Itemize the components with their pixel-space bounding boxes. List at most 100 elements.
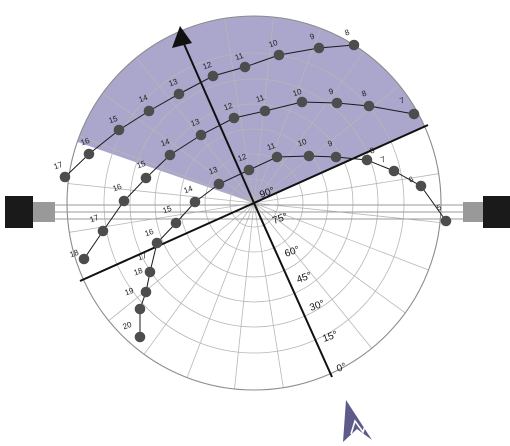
hour-marker-13 [173,88,185,100]
sector-edge-line-right [253,124,429,204]
hour-marker-17 [59,171,71,183]
hour-label-14: 14 [182,184,194,196]
hour-label-18: 18 [68,248,80,260]
hour-label-5: 5 [436,202,444,212]
hour-marker-9 [330,151,342,163]
hour-marker-8 [361,154,373,166]
grid-ring-3 [179,128,329,278]
hour-marker-12 [228,112,240,124]
hour-label-18: 18 [132,266,144,278]
sun-path-1: 17 16 15 14 13 12 11 10 9 8 [52,27,360,183]
hour-label-7: 7 [380,154,388,164]
hour-label-11: 11 [255,93,266,104]
hour-marker-10 [296,96,308,108]
hour-label-17: 17 [52,160,64,172]
grid-spoke [253,202,373,349]
grid-spoke [253,28,322,204]
hour-label-16: 16 [79,136,91,148]
hour-marker-18 [140,286,152,298]
sun-path-3: 20 19 18 17 16 15 14 13 12 11 10 9 87 6 5 [121,137,452,343]
grid-spoke [253,51,365,204]
grid-ring-6 [103,52,405,354]
hour-label-9: 9 [309,31,317,41]
hour-label-15: 15 [135,159,147,171]
hour-marker-14 [164,149,176,161]
hour-marker-15 [170,217,182,229]
hour-marker-11 [271,151,283,163]
hour-marker-19 [134,303,146,315]
hour-label-12: 12 [201,60,213,72]
grid-ring-1 [229,178,279,228]
hour-label-17: 17 [88,213,100,225]
grid-spoke [253,202,284,388]
hour-marker-18 [78,253,90,265]
hour-label-10: 10 [296,137,308,149]
grid-spoke [234,202,255,390]
hour-marker-14 [189,196,201,208]
hour-label-20: 20 [121,320,133,332]
hour-marker-5 [440,215,452,227]
hour-marker-15 [140,172,152,184]
hour-label-7: 7 [399,95,407,105]
grid-ring-5 [129,78,379,328]
hour-label-9: 9 [328,86,336,96]
hour-label-12: 12 [222,101,234,113]
hour-label-17: 17 [136,251,148,263]
grid-outer-ring [66,15,442,391]
grid-spoke [253,84,400,204]
grid-spoke [253,202,429,271]
grid-spoke [186,202,255,378]
sill-right-block [483,196,510,228]
hour-marker-14 [143,105,155,117]
sun-path-line [139,155,447,337]
hour-marker-9 [331,97,343,109]
grid-spoke [102,92,255,204]
hour-label-6: 6 [408,174,416,184]
orientation-arrowhead [172,26,192,48]
hour-label-13: 13 [189,117,201,129]
hour-marker-8 [363,100,375,112]
grid-spoke [79,135,255,204]
hour-marker-12 [207,70,219,82]
hour-marker-10 [303,150,315,162]
grid-ring-4 [154,103,354,303]
hour-marker-17 [97,225,109,237]
hour-marker-6 [415,180,427,192]
altitude-labels: 90° 75° 60° 45° 30° 15° 0° [258,185,348,375]
hour-marker-16 [83,148,95,160]
altitude-label: 30° [308,298,326,314]
hour-marker-20 [134,331,146,343]
hour-label-15: 15 [161,204,173,216]
grid-spoke [108,202,255,322]
north-arrow-shape [343,400,372,442]
hour-label-15: 15 [107,114,119,126]
altitude-scale-line [253,202,333,378]
sector-edge-line-left [79,202,255,282]
hour-marker-16 [151,237,163,249]
altitude-label: 0° [335,361,348,375]
grid-spoke [143,202,255,355]
hour-marker-11 [259,105,271,117]
sill-right-stub [463,202,483,222]
hour-marker-16 [118,195,130,207]
hour-marker-11 [239,61,251,73]
grid-spoke [253,202,406,314]
hour-label-12: 12 [236,152,248,164]
hour-marker-13 [213,178,225,190]
grid-ring-2 [204,153,304,253]
hour-label-13: 13 [207,165,219,177]
hour-label-14: 14 [137,93,149,105]
hour-marker-12 [243,164,255,176]
altitude-label: 45° [295,270,313,286]
north-arrow-letter [350,419,368,435]
altitude-label: 90° [258,185,276,201]
hour-label-8: 8 [369,145,377,155]
hour-label-8: 8 [344,27,352,37]
sill-left-block [5,196,33,228]
hour-label-10: 10 [291,87,303,99]
sun-path-line [64,44,355,178]
hour-marker-17 [144,266,156,278]
